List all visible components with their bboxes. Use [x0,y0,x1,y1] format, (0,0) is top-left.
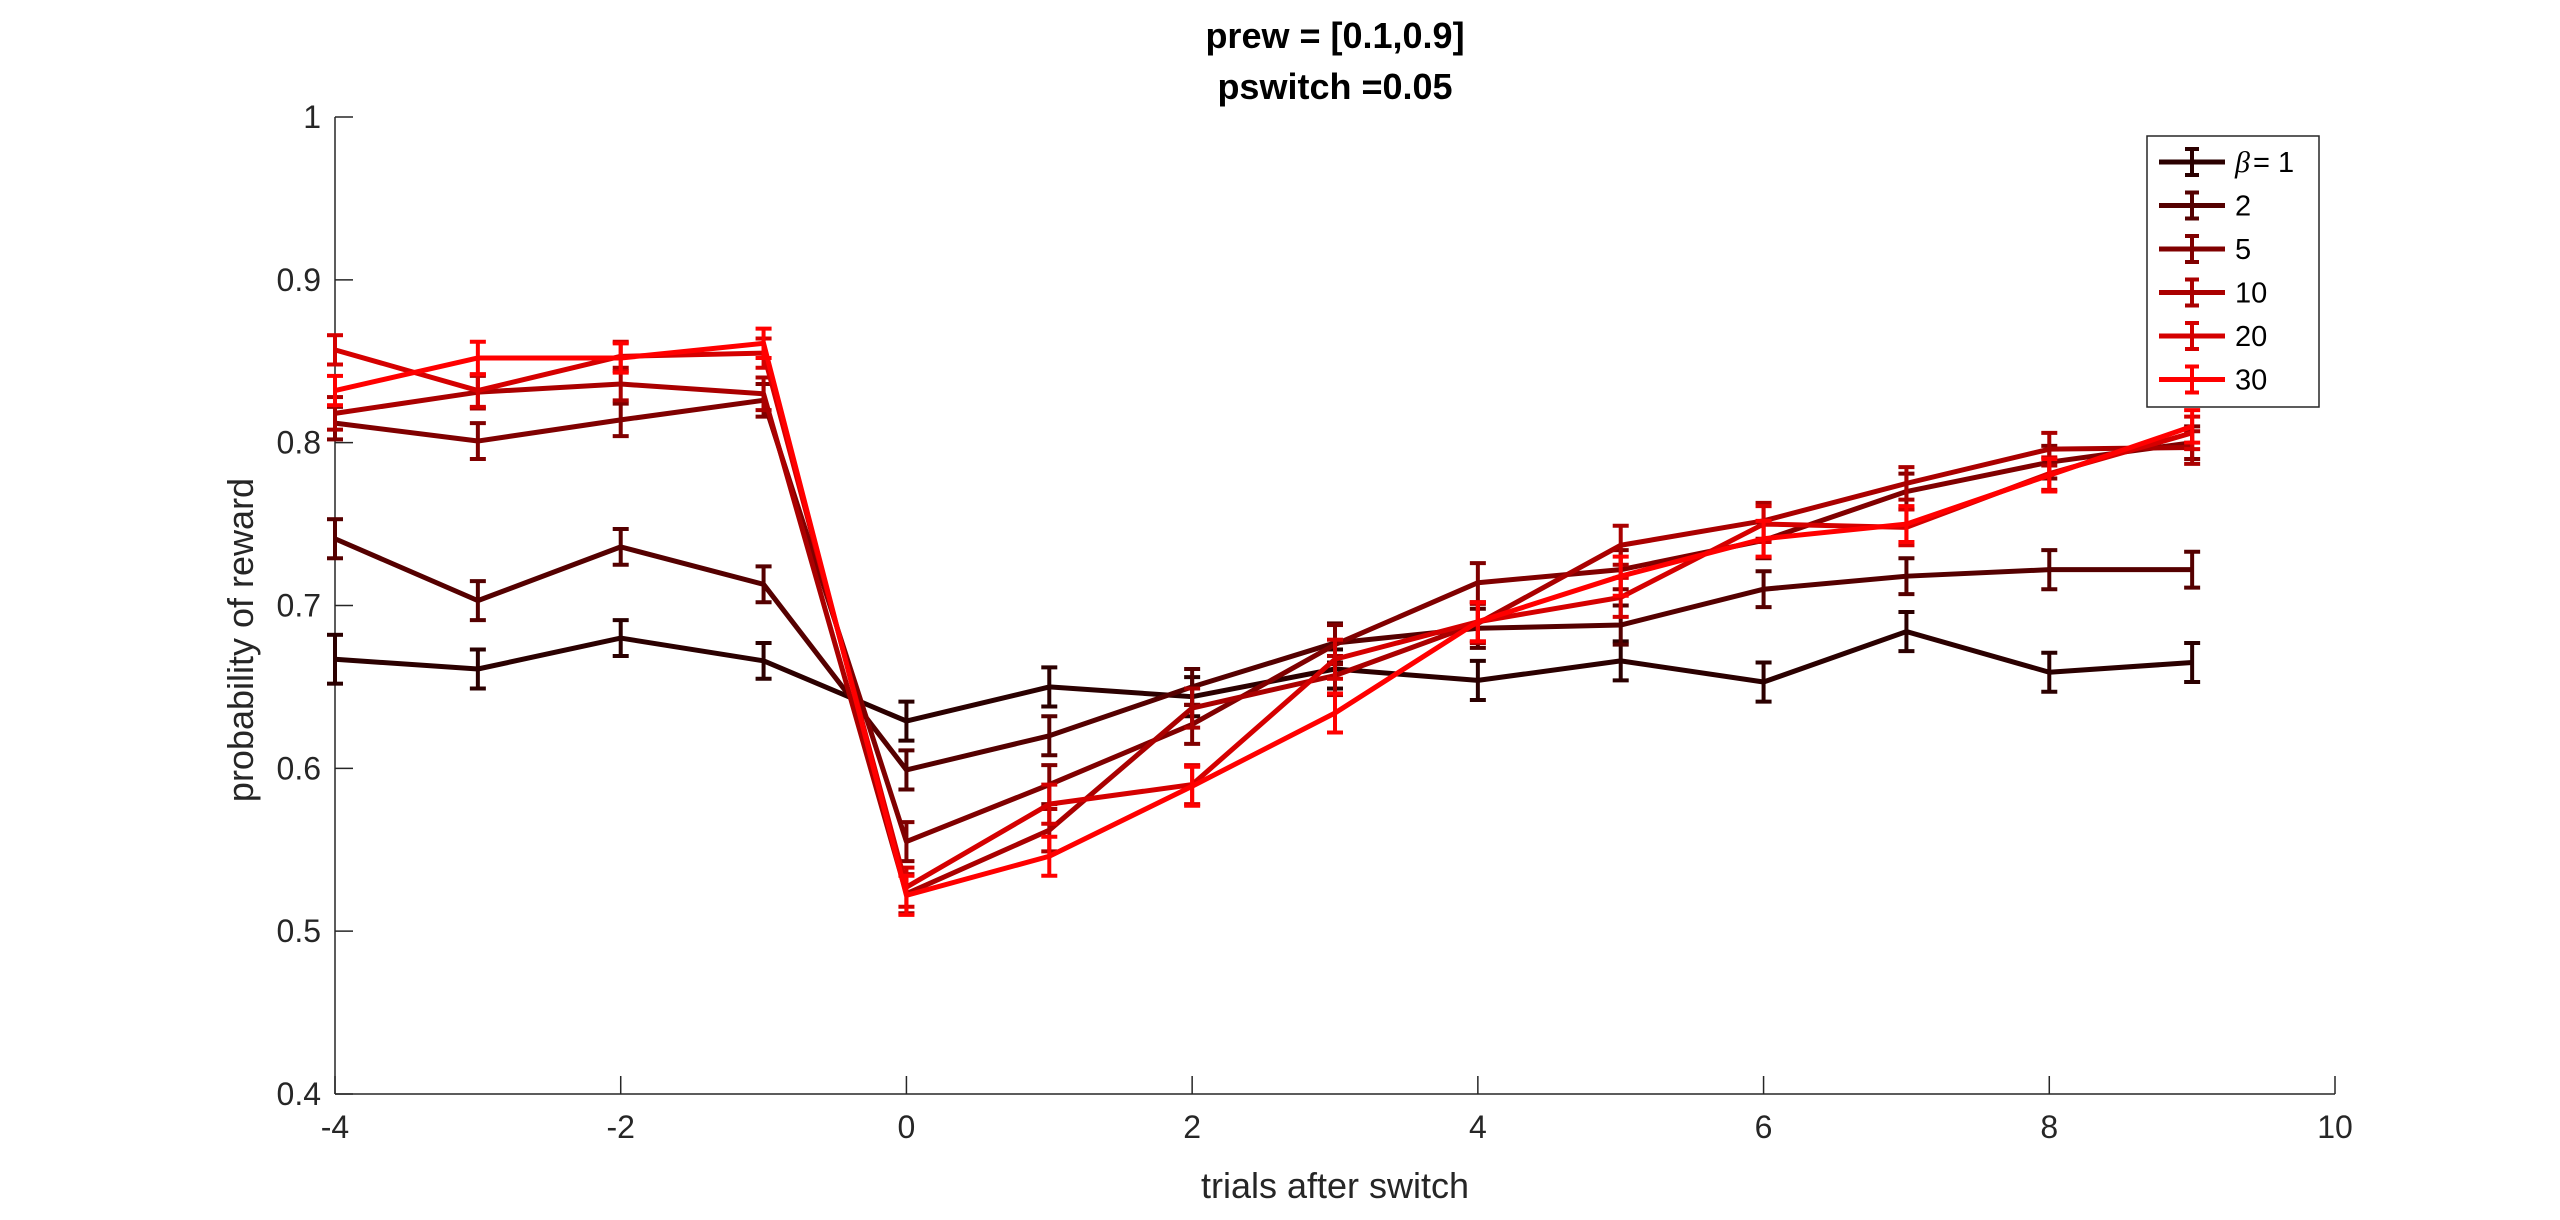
x-tick-label: -2 [606,1109,634,1145]
y-tick-label: 0.9 [277,262,321,298]
axes: -4 -2 0 2 4 6 8 10 0.4 0.5 0.6 0.7 0.8 0.9 1 [277,99,2353,1145]
legend-label: 5 [2235,234,2251,266]
y-tick-label: 0.7 [277,588,321,624]
y-tick-label: 0.4 [277,1076,321,1112]
legend[interactable]: β = 12 5 10 20 30 [2147,136,2319,407]
legend-beta-symbol: β [2234,146,2250,179]
y-tick-label: 1 [303,99,321,135]
x-tick-label: 6 [1755,1109,1773,1145]
title-line-2: pswitch =0.05 [1217,66,1452,107]
x-tick-label: 4 [1469,1109,1487,1145]
series-30 [327,329,2200,915]
series-5 [327,384,2200,861]
x-tick-label: -4 [321,1109,349,1145]
title-line-1: prew = [0.1,0.9] [1205,15,1464,56]
x-tick-label: 10 [2317,1109,2353,1145]
legend-label: 2 [2235,191,2251,223]
legend-label: 20 [2235,321,2267,353]
x-tick-label: 0 [898,1109,916,1145]
x-tick-label: 2 [1183,1109,1201,1145]
legend-label: 10 [2235,278,2267,310]
legend-label: = 1 [2253,147,2294,179]
series-group [327,329,2200,915]
y-tick-label: 0.6 [277,750,321,786]
y-tick-label: 0.5 [277,913,321,949]
chart-title: prew = [0.1,0.9] pswitch =0.05 [1205,15,1464,107]
y-tick-label: 0.8 [277,425,321,461]
x-axis-label: trials after switch [1201,1165,1469,1206]
x-tick-label: 8 [2040,1109,2058,1145]
y-axis-label: probability of reward [220,478,261,802]
legend-label: 30 [2235,365,2267,397]
error-bar [1327,693,1343,732]
series-line [335,632,2192,722]
